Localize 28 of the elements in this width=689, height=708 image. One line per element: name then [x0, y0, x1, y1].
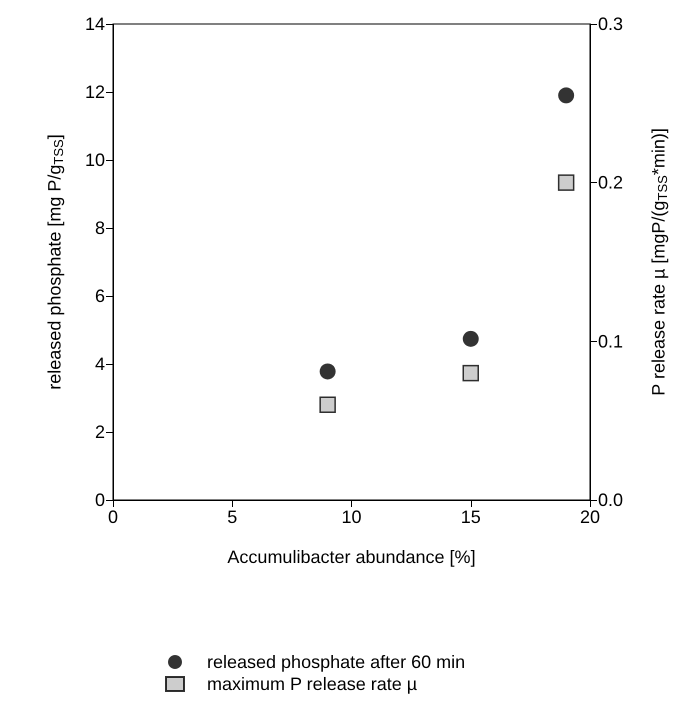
y-tick-label: 10 — [84, 150, 105, 170]
x-tick-label: 15 — [460, 507, 481, 527]
y-tick-label: 12 — [84, 82, 105, 102]
y-tick-label: 4 — [94, 354, 105, 374]
y-tick-label: 8 — [94, 218, 105, 238]
x-tick-label: 5 — [227, 507, 238, 527]
y-axis-title: released phosphate [mg P/gTSS] — [44, 134, 66, 390]
x-tick-label: 10 — [341, 507, 362, 527]
y2-tick-label: 0.0 — [598, 490, 624, 510]
point — [320, 363, 336, 380]
y2-tick-label: 0.1 — [598, 331, 624, 352]
point — [558, 87, 574, 104]
y-tick-label: 0 — [94, 490, 105, 510]
y-tick-label: 14 — [84, 14, 105, 34]
y2-axis-title: P release rate µ [mgP/(gTSS*min)] — [648, 128, 670, 396]
y2-tick-label: 0.3 — [598, 14, 624, 34]
y-tick-label: 6 — [94, 286, 105, 306]
x-axis-title: Accumulibacter abundance [%] — [227, 547, 476, 567]
y2-tick-label: 0.2 — [598, 172, 624, 193]
x-tick-label: 0 — [108, 507, 118, 527]
point — [319, 396, 336, 414]
legend-label: maximum P release rate µ — [207, 674, 418, 694]
point — [462, 364, 479, 382]
point — [558, 174, 574, 191]
x-tick-label: 20 — [580, 507, 600, 527]
y-tick-label: 2 — [94, 422, 105, 442]
legend-label: released phosphate after 60 min — [207, 652, 466, 672]
point — [462, 330, 479, 347]
